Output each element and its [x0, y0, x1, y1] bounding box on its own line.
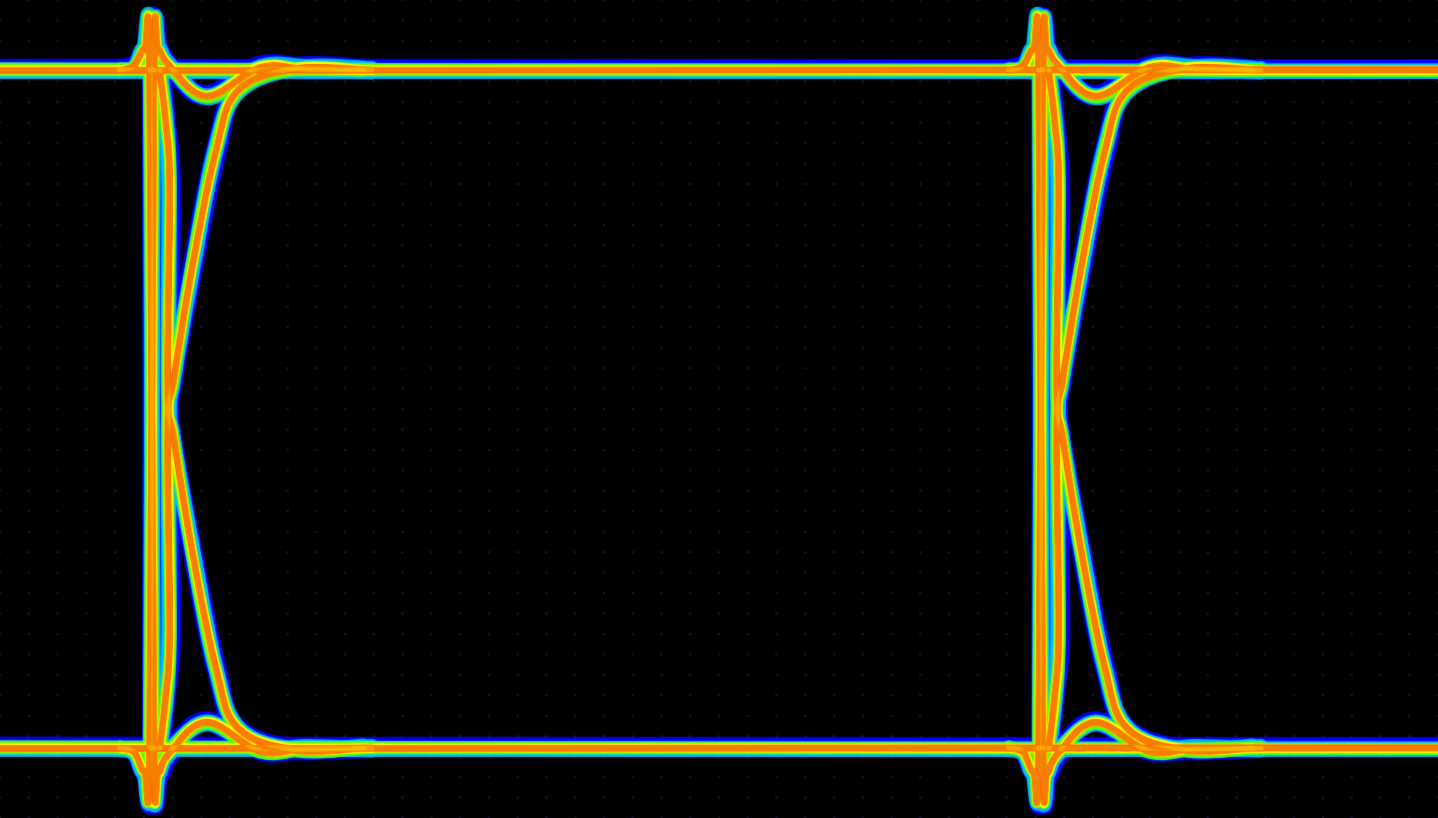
- oscilloscope-persistence-display: [0, 0, 1438, 818]
